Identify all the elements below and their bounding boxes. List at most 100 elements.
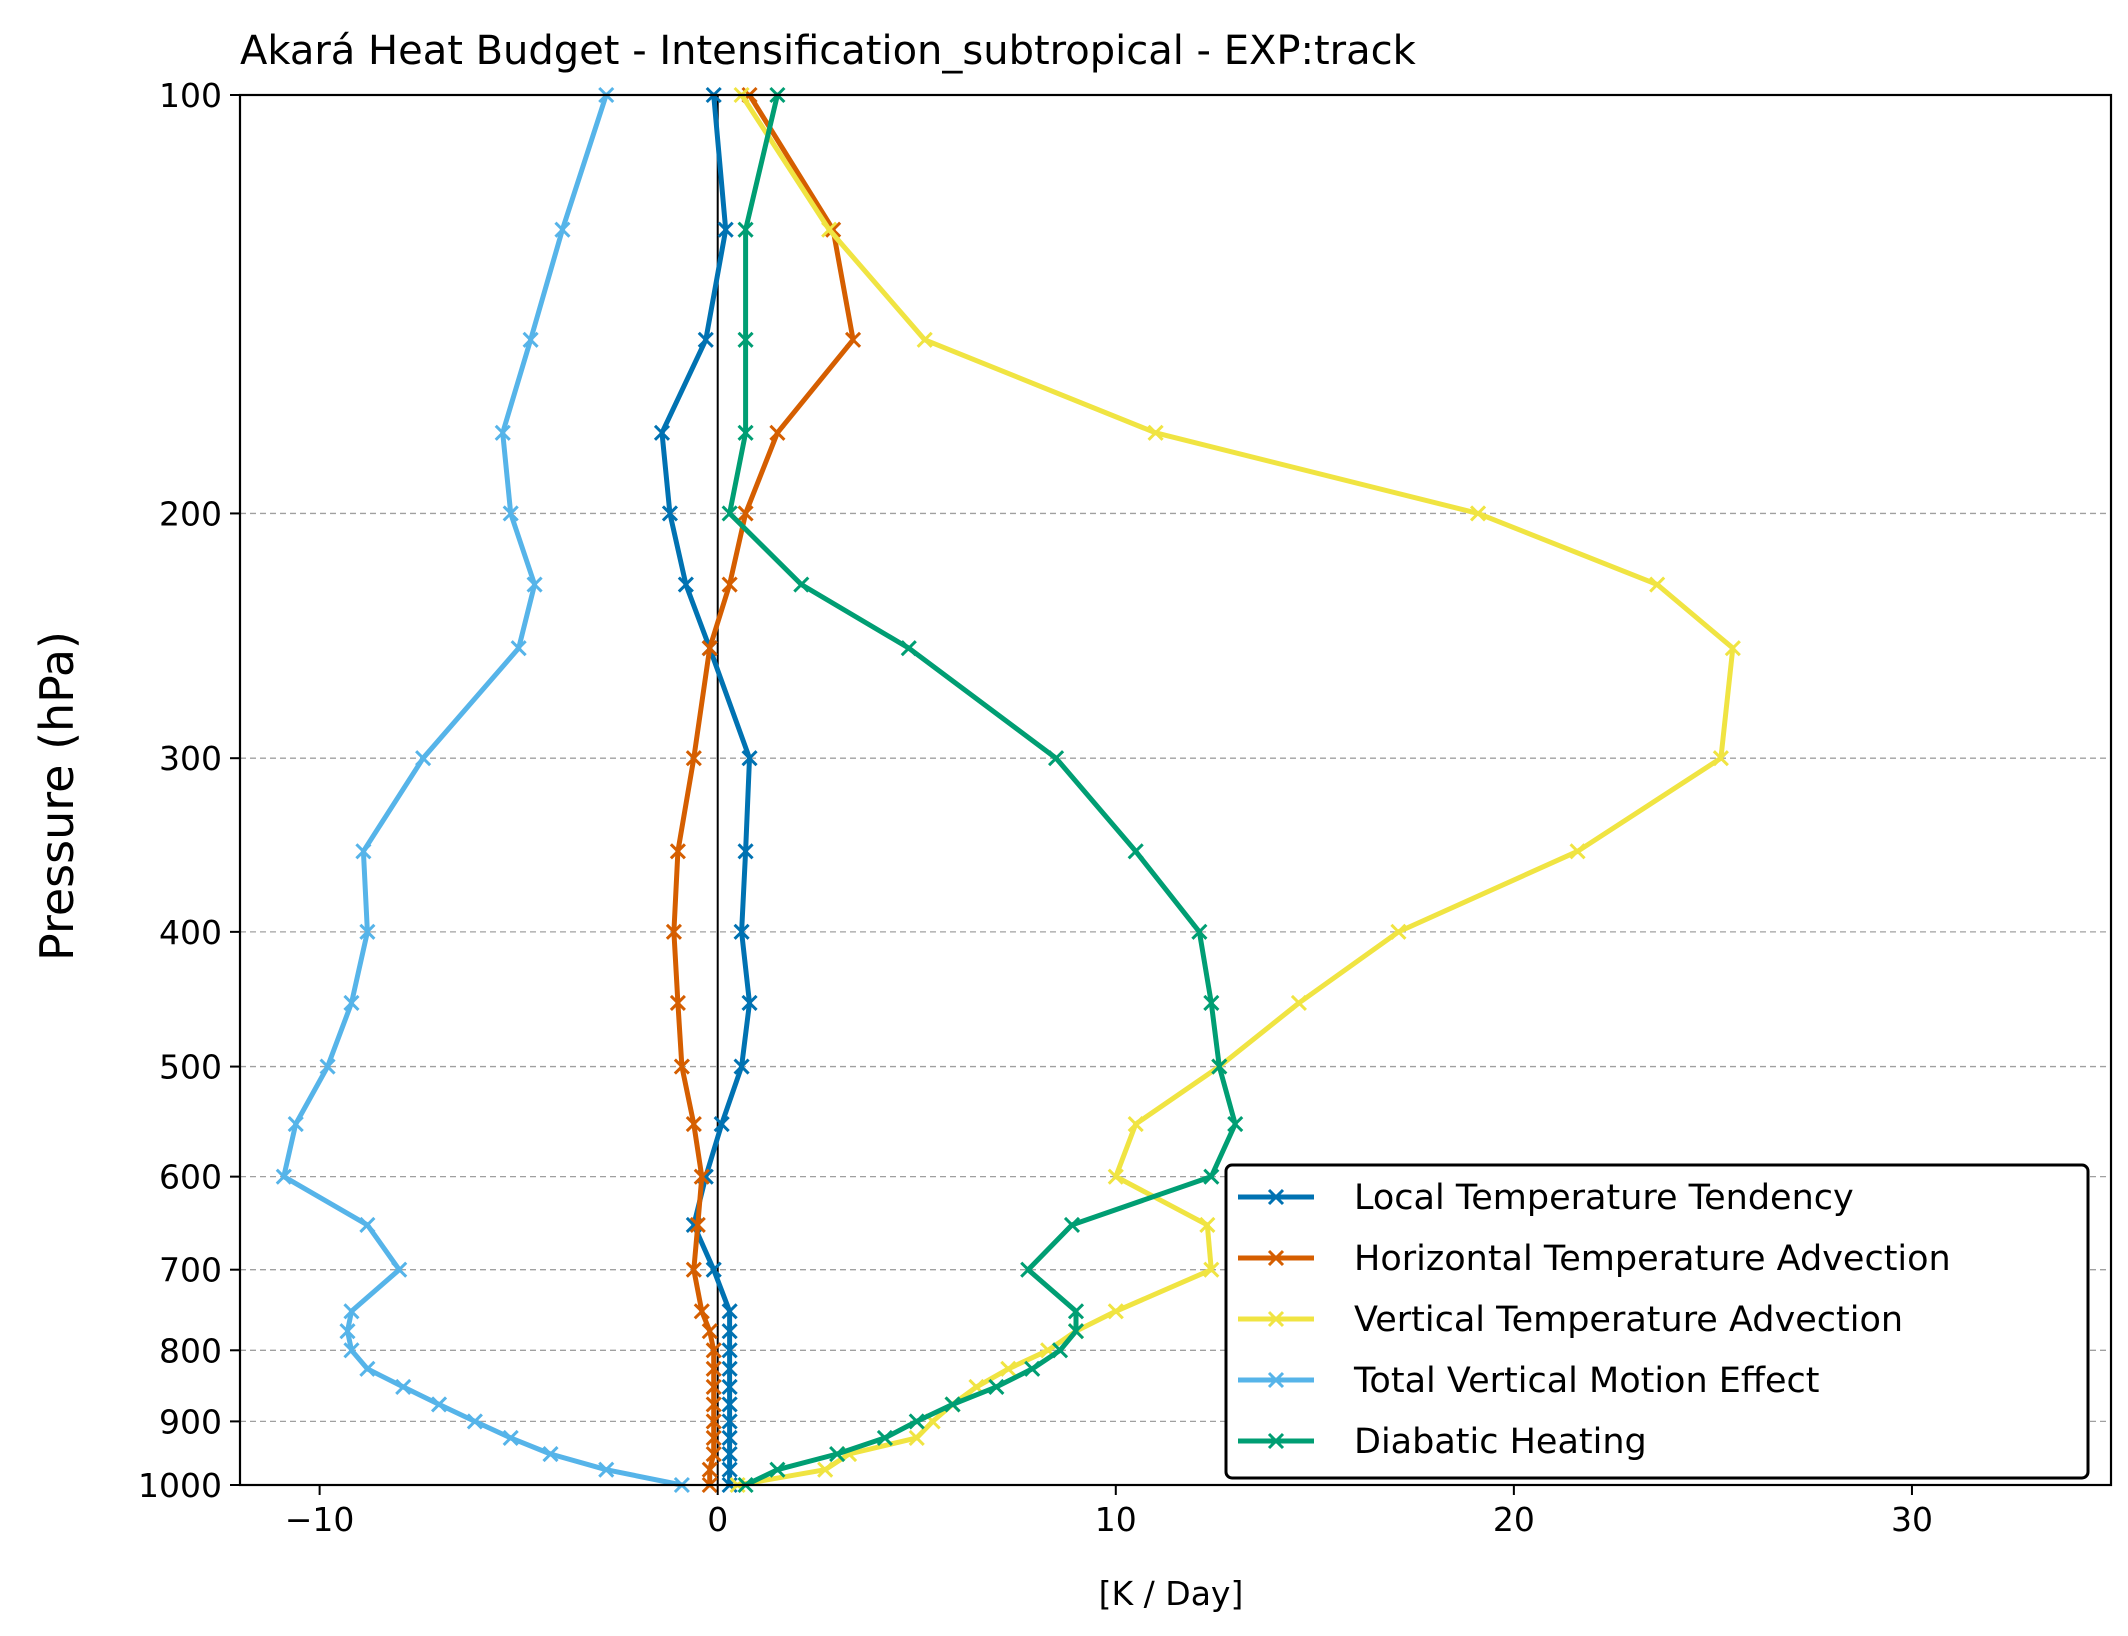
data-point (339, 1323, 356, 1340)
y-tick-label: 1000 (138, 1466, 222, 1505)
data-point (721, 1323, 738, 1340)
data-point (721, 576, 738, 593)
data-point (1127, 843, 1144, 860)
data-point (669, 994, 686, 1012)
data-point (526, 576, 543, 593)
data-point (705, 1342, 722, 1359)
x-tick-label: 0 (707, 1500, 728, 1539)
legend-marker (1267, 1249, 1285, 1267)
data-point (673, 1058, 690, 1075)
data-point (737, 505, 754, 522)
data-point (737, 221, 754, 238)
y-axis-label: Pressure (hPa) (30, 631, 84, 961)
data-point (510, 640, 527, 657)
y-tick-label: 800 (159, 1331, 222, 1370)
data-point (1227, 1116, 1244, 1133)
data-point (821, 221, 838, 238)
data-point (554, 221, 571, 238)
legend: Local Temperature Tendency Horizontal Tem… (1224, 1163, 2090, 1480)
data-point (522, 331, 539, 348)
data-point (793, 576, 810, 593)
data-point (733, 923, 750, 940)
data-point (713, 1116, 730, 1133)
legend-item: Horizontal Temperature Advection (1238, 1239, 1951, 1279)
legend-item: Local Temperature Tendency (1238, 1178, 1854, 1218)
data-point (542, 1445, 559, 1463)
data-point (741, 750, 758, 767)
data-point (701, 640, 718, 657)
data-point (1000, 1360, 1017, 1377)
data-point (717, 221, 734, 238)
data-point (1020, 1261, 1037, 1278)
y-tick-label: 700 (159, 1251, 222, 1290)
legend-marker (1267, 1310, 1285, 1328)
legend-marker (1267, 1188, 1285, 1206)
data-point (705, 1429, 722, 1447)
data-point (1203, 1168, 1220, 1185)
data-point (502, 1429, 519, 1447)
x-tick-label: −10 (285, 1500, 355, 1539)
plot-frame (238, 93, 2113, 1487)
data-point (721, 1461, 738, 1478)
data-point (1290, 994, 1307, 1012)
data-point (343, 994, 360, 1012)
x-axis-label: [K / Day] (1099, 1574, 1244, 1613)
data-point (705, 1360, 722, 1377)
data-point (705, 1396, 722, 1413)
data-point (701, 1323, 718, 1340)
data-point (908, 1413, 925, 1430)
data-point (359, 923, 376, 940)
data-point (741, 994, 758, 1012)
data-point (343, 1342, 360, 1359)
data-point (494, 424, 511, 441)
y-tick-label: 900 (159, 1402, 222, 1441)
data-point (415, 750, 432, 767)
data-point (1024, 1360, 1041, 1377)
data-point (721, 1396, 738, 1413)
data-point (721, 1378, 738, 1395)
data-point (737, 843, 754, 860)
y-tick-label: 300 (159, 739, 222, 778)
legend-item: Diabatic Heating (1238, 1422, 1647, 1462)
data-point (705, 1261, 722, 1278)
data-point (319, 1058, 336, 1075)
legend-label: Vertical Temperature Advection (1354, 1300, 1903, 1340)
data-point (701, 1461, 718, 1478)
data-point (693, 1303, 710, 1320)
data-point (1067, 1303, 1085, 1320)
data-point (685, 1261, 702, 1278)
data-point (697, 331, 714, 348)
data-point (669, 843, 686, 860)
data-point (908, 1429, 925, 1447)
data-point (355, 843, 372, 860)
series-group (275, 86, 1741, 1494)
y-tick-label: 600 (159, 1158, 222, 1197)
data-point (721, 505, 738, 522)
data-point (693, 1168, 710, 1185)
data-point (721, 1413, 738, 1430)
data-point (395, 1378, 412, 1395)
data-point (1203, 1261, 1220, 1278)
data-point (661, 505, 678, 522)
data-point (1127, 1116, 1144, 1133)
data-point (1724, 640, 1741, 657)
y-tick-label: 400 (159, 913, 222, 952)
y-axis: 100 200 300 400 500 600 700 800 900 1000 (138, 76, 240, 1505)
y-tick-label: 200 (159, 494, 222, 533)
data-point (1191, 923, 1208, 940)
data-point (359, 1360, 376, 1377)
data-point (1649, 576, 1666, 593)
data-point (721, 1342, 738, 1359)
legend-box (1224, 1163, 2090, 1480)
data-point (721, 1303, 738, 1320)
data-point (685, 1116, 702, 1133)
data-point (1211, 1058, 1228, 1075)
data-point (466, 1413, 483, 1430)
data-point (1569, 843, 1586, 860)
data-point (502, 505, 519, 522)
data-point (721, 1429, 738, 1447)
data-point (275, 1168, 292, 1185)
data-point (1199, 1216, 1216, 1234)
data-point (844, 331, 862, 348)
